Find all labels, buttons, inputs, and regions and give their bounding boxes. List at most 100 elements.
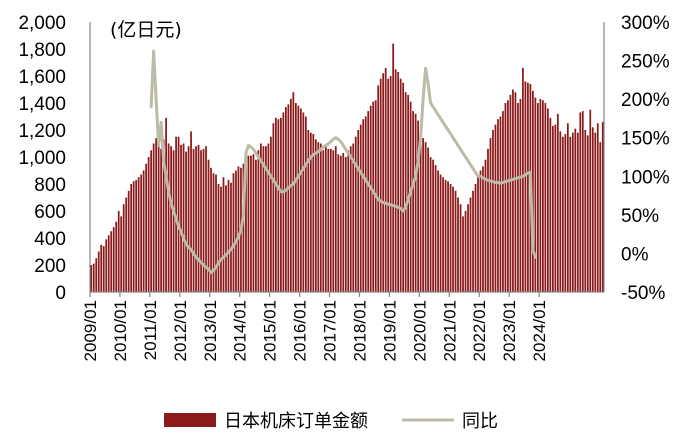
order-bar: [349, 146, 352, 292]
order-bar: [581, 111, 584, 292]
order-bar: [102, 246, 105, 292]
order-bar: [594, 132, 597, 292]
order-bar: [222, 177, 225, 292]
right-tick-label: 200%: [621, 90, 670, 111]
order-bar: [135, 179, 138, 292]
right-tick-label: 0%: [621, 244, 649, 265]
order-bar: [392, 43, 395, 292]
x-tick-label: 2017/01: [321, 300, 340, 361]
order-bar: [272, 123, 275, 292]
order-bar: [95, 258, 98, 292]
x-tick-label: 2013/01: [201, 300, 220, 361]
left-tick-label: 800: [34, 175, 66, 196]
order-bar: [382, 73, 385, 292]
order-bar: [414, 113, 417, 292]
unit-label: (亿日元): [110, 19, 182, 41]
order-bar: [167, 143, 170, 292]
left-tick-label: 1,000: [18, 148, 66, 169]
order-bar: [504, 103, 507, 292]
order-bar: [467, 204, 469, 292]
order-bar: [304, 116, 307, 292]
order-bar: [527, 82, 529, 292]
order-bar: [227, 179, 230, 292]
x-tick-label: 2021/01: [440, 300, 459, 361]
order-bar: [544, 103, 547, 292]
legend-bar-swatch: [164, 413, 216, 427]
order-bar: [172, 150, 175, 292]
order-bar: [125, 197, 128, 292]
order-bar: [546, 108, 549, 293]
order-bar: [307, 130, 310, 292]
order-bar: [287, 104, 290, 292]
order-bar: [427, 147, 429, 292]
order-bar: [344, 157, 347, 292]
order-bar: [257, 150, 260, 292]
order-bar: [289, 98, 292, 292]
order-bar: [389, 76, 392, 292]
order-bar: [559, 131, 562, 292]
order-bar: [462, 216, 464, 292]
order-bar: [177, 136, 180, 292]
right-tick-label: 150%: [621, 129, 670, 150]
order-bar: [584, 130, 587, 292]
order-bar: [347, 150, 350, 292]
order-bar: [314, 139, 317, 292]
order-bar: [417, 120, 419, 292]
x-tick-label: 2023/01: [500, 300, 519, 361]
order-bar: [579, 112, 582, 292]
order-bar: [539, 98, 542, 292]
order-bar: [337, 154, 340, 292]
order-bar: [394, 69, 397, 292]
right-axis-ticks: -50% 0% 50% 100% 150% 200% 250% 300%: [621, 13, 670, 304]
order-bar: [487, 148, 489, 292]
order-bar: [217, 184, 220, 292]
order-bar: [457, 197, 459, 292]
order-bar: [554, 124, 557, 292]
order-bar: [140, 174, 143, 292]
legend-bar-label: 日本机床订单金额: [224, 411, 368, 432]
order-bar: [379, 78, 382, 292]
order-bar: [477, 177, 479, 292]
order-bar: [142, 170, 145, 292]
order-bar: [474, 184, 477, 292]
order-bar: [479, 170, 482, 292]
order-bar: [369, 105, 372, 292]
order-bar: [165, 117, 167, 292]
order-bar: [412, 111, 414, 292]
left-tick-label: 1,800: [18, 40, 66, 61]
order-bar: [409, 101, 412, 293]
order-bar: [551, 125, 554, 292]
order-bar: [250, 155, 252, 292]
order-bar: [434, 165, 437, 292]
x-tick-label: 2009/01: [81, 300, 100, 361]
order-bar: [322, 150, 325, 292]
order-bar: [312, 134, 315, 292]
order-bar: [100, 244, 103, 292]
order-bar: [155, 138, 157, 292]
order-bar: [469, 197, 472, 292]
order-bar: [205, 146, 207, 292]
order-bar: [517, 103, 519, 292]
x-tick-label: 2024/01: [530, 300, 549, 361]
order-bar: [242, 163, 245, 292]
order-bar: [160, 148, 162, 292]
right-tick-label: 250%: [621, 52, 670, 73]
order-bar: [200, 150, 202, 292]
order-bar: [294, 103, 297, 292]
order-bar: [596, 123, 599, 292]
order-bar: [424, 142, 427, 292]
order-bar: [280, 117, 282, 292]
order-bar: [192, 148, 195, 292]
order-bar: [317, 142, 320, 292]
order-bar: [464, 211, 467, 292]
order-bar: [105, 239, 108, 292]
order-bar: [397, 71, 400, 292]
order-bar: [270, 136, 272, 292]
x-tick-label: 2018/01: [350, 300, 369, 361]
order-bar: [586, 135, 589, 292]
order-bar: [202, 148, 205, 292]
order-bar: [297, 105, 300, 292]
order-bar: [137, 177, 140, 292]
order-bar: [282, 112, 285, 292]
order-bar: [97, 251, 100, 292]
